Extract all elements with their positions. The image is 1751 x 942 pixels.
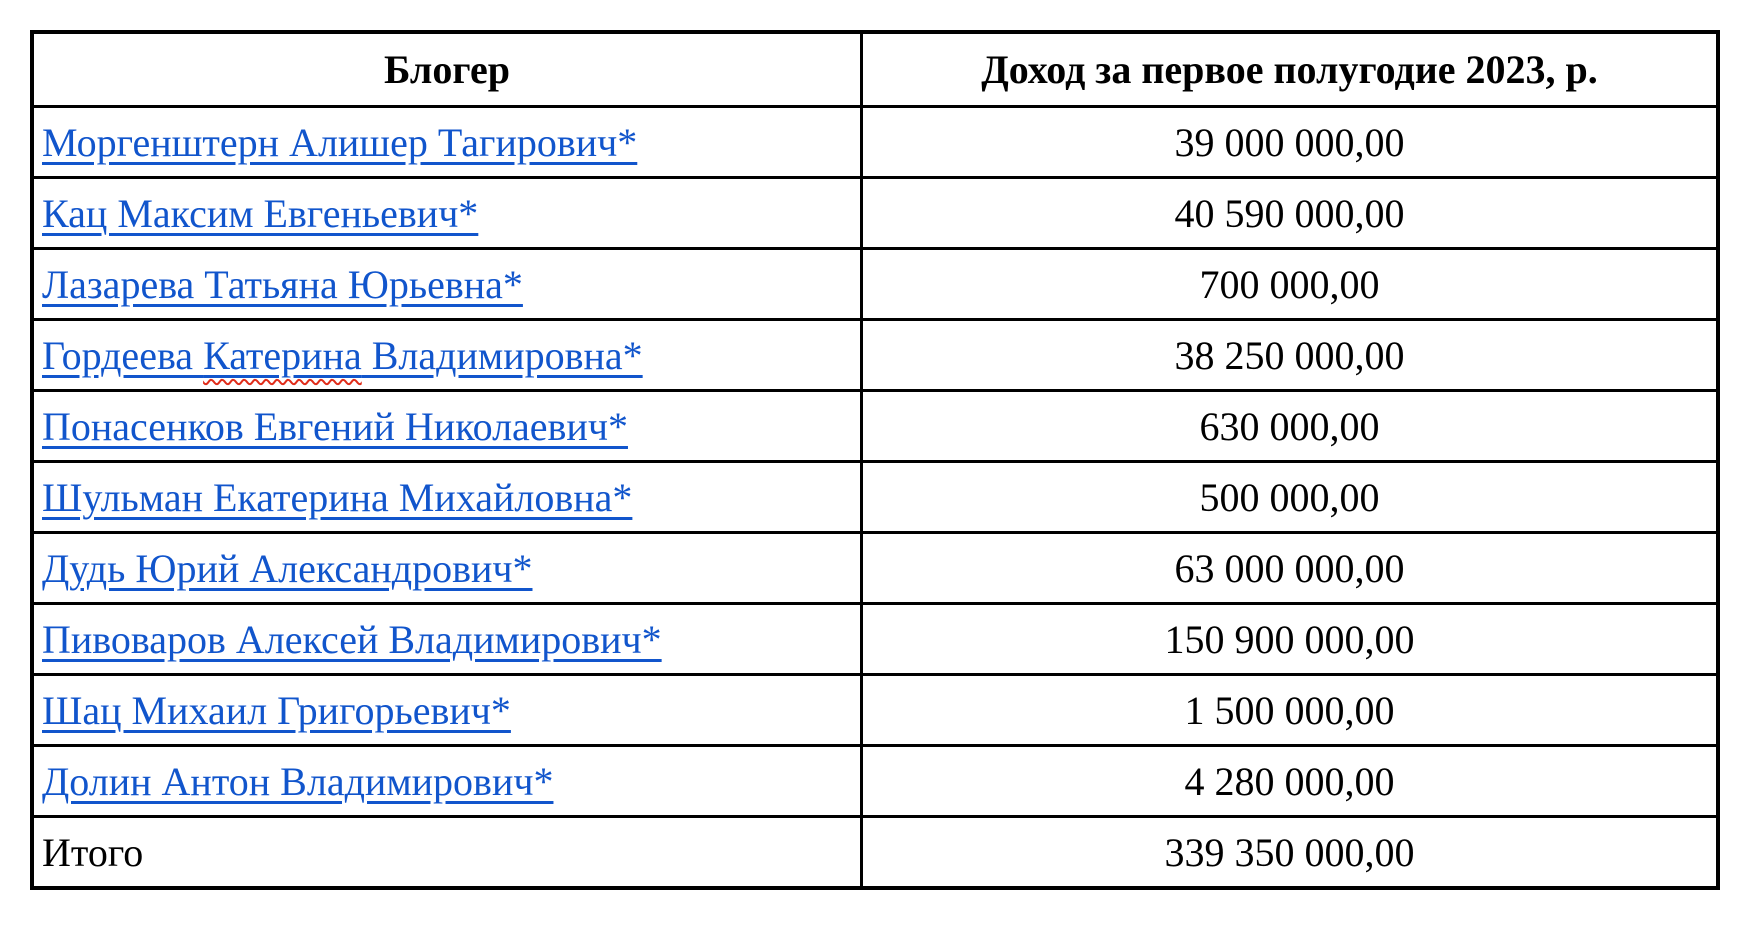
blogger-link-ponasenkov[interactable]: Понасенков Евгений Николаевич* bbox=[42, 403, 628, 449]
blogger-link-shulman[interactable]: Шульман Екатерина Михайловна* bbox=[42, 474, 633, 520]
income-value: 63 000 000,00 bbox=[860, 531, 1720, 605]
blogger-cell: Долин Антон Владимирович* bbox=[30, 744, 863, 818]
table-row: Лазарева Татьяна Юрьевна* 700 000,00 bbox=[30, 247, 1720, 321]
blogger-cell: Лазарева Татьяна Юрьевна* bbox=[30, 247, 863, 321]
blogger-name-part: Гордеева bbox=[42, 332, 204, 378]
blogger-cell: Шульман Екатерина Михайловна* bbox=[30, 460, 863, 534]
blogger-name-part: Владимировна* bbox=[361, 332, 643, 378]
table-row: Пивоваров Алексей Владимирович* 150 900 … bbox=[30, 602, 1720, 676]
blogger-link-shats[interactable]: Шац Михаил Григорьевич* bbox=[42, 687, 511, 733]
income-value: 700 000,00 bbox=[860, 247, 1720, 321]
blogger-link-dolin[interactable]: Долин Антон Владимирович* bbox=[42, 758, 554, 804]
income-value: 500 000,00 bbox=[860, 460, 1720, 534]
blogger-cell: Кац Максим Евгеньевич* bbox=[30, 176, 863, 250]
total-value: 339 350 000,00 bbox=[860, 815, 1720, 890]
header-blogger: Блогер bbox=[30, 30, 863, 108]
table-row: Понасенков Евгений Николаевич* 630 000,0… bbox=[30, 389, 1720, 463]
income-value: 40 590 000,00 bbox=[860, 176, 1720, 250]
blogger-link-gordeeva[interactable]: Гордеева Катерина Владимировна* bbox=[42, 333, 643, 378]
total-label: Итого bbox=[30, 815, 863, 890]
income-value: 38 250 000,00 bbox=[860, 318, 1720, 392]
income-value: 4 280 000,00 bbox=[860, 744, 1720, 818]
blogger-cell: Дудь Юрий Александрович* bbox=[30, 531, 863, 605]
income-value: 39 000 000,00 bbox=[860, 105, 1720, 179]
blogger-link-lazareva[interactable]: Лазарева Татьяна Юрьевна* bbox=[42, 261, 523, 307]
total-row: Итого 339 350 000,00 bbox=[30, 815, 1720, 890]
table-row: Гордеева Катерина Владимировна* 38 250 0… bbox=[30, 318, 1720, 392]
table-row: Моргенштерн Алишер Тагирович* 39 000 000… bbox=[30, 105, 1720, 179]
blogger-cell: Моргенштерн Алишер Тагирович* bbox=[30, 105, 863, 179]
table-row: Шац Михаил Григорьевич* 1 500 000,00 bbox=[30, 673, 1720, 747]
blogger-income-table: Блогер Доход за первое полугодие 2023, р… bbox=[30, 30, 1720, 890]
header-row: Блогер Доход за первое полугодие 2023, р… bbox=[30, 30, 1720, 108]
table-row: Дудь Юрий Александрович* 63 000 000,00 bbox=[30, 531, 1720, 605]
blogger-cell: Пивоваров Алексей Владимирович* bbox=[30, 602, 863, 676]
income-value: 150 900 000,00 bbox=[860, 602, 1720, 676]
blogger-cell: Шац Михаил Григорьевич* bbox=[30, 673, 863, 747]
income-value: 630 000,00 bbox=[860, 389, 1720, 463]
blogger-link-morgenshtern[interactable]: Моргенштерн Алишер Тагирович* bbox=[42, 119, 638, 165]
blogger-link-pivovarov[interactable]: Пивоваров Алексей Владимирович* bbox=[42, 616, 662, 662]
table-row: Шульман Екатерина Михайловна* 500 000,00 bbox=[30, 460, 1720, 534]
table-row: Долин Антон Владимирович* 4 280 000,00 bbox=[30, 744, 1720, 818]
blogger-link-kats[interactable]: Кац Максим Евгеньевич* bbox=[42, 190, 479, 236]
blogger-link-dud[interactable]: Дудь Юрий Александрович* bbox=[42, 545, 533, 591]
header-income: Доход за первое полугодие 2023, р. bbox=[860, 30, 1720, 108]
spellcheck-underlined-word: Катерина bbox=[203, 332, 362, 378]
blogger-cell: Гордеева Катерина Владимировна* bbox=[30, 318, 863, 392]
table-row: Кац Максим Евгеньевич* 40 590 000,00 bbox=[30, 176, 1720, 250]
income-value: 1 500 000,00 bbox=[860, 673, 1720, 747]
blogger-cell: Понасенков Евгений Николаевич* bbox=[30, 389, 863, 463]
